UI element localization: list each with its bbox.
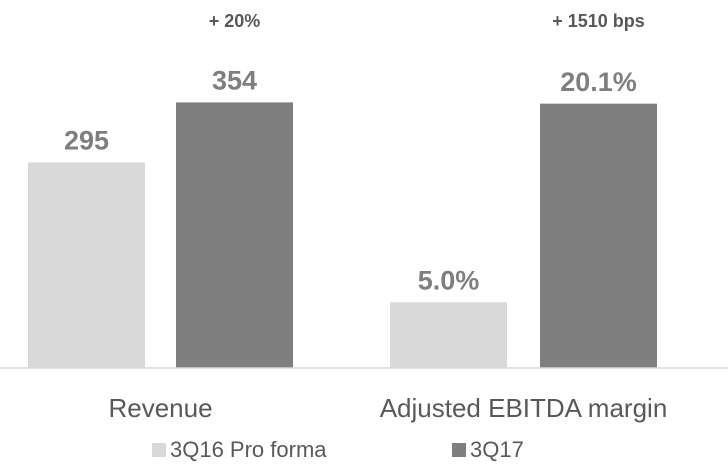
- bar: [176, 102, 293, 368]
- legend-swatch: [152, 443, 166, 457]
- category-label: Adjusted EBITDA margin: [380, 393, 668, 423]
- bar: [540, 103, 657, 368]
- data-label: 5.0%: [418, 265, 480, 295]
- annotation: + 20%: [209, 11, 261, 31]
- bar: [28, 162, 145, 368]
- legend-label: 3Q16 Pro forma: [170, 437, 327, 462]
- legend-label: 3Q17: [470, 437, 524, 462]
- data-label: 354: [212, 66, 257, 96]
- category-label: Revenue: [108, 393, 212, 423]
- data-label: 295: [64, 126, 109, 156]
- legend-swatch: [452, 443, 466, 457]
- bar: [390, 302, 507, 368]
- annotation: + 1510 bps: [552, 11, 645, 31]
- data-label: 20.1%: [560, 67, 637, 97]
